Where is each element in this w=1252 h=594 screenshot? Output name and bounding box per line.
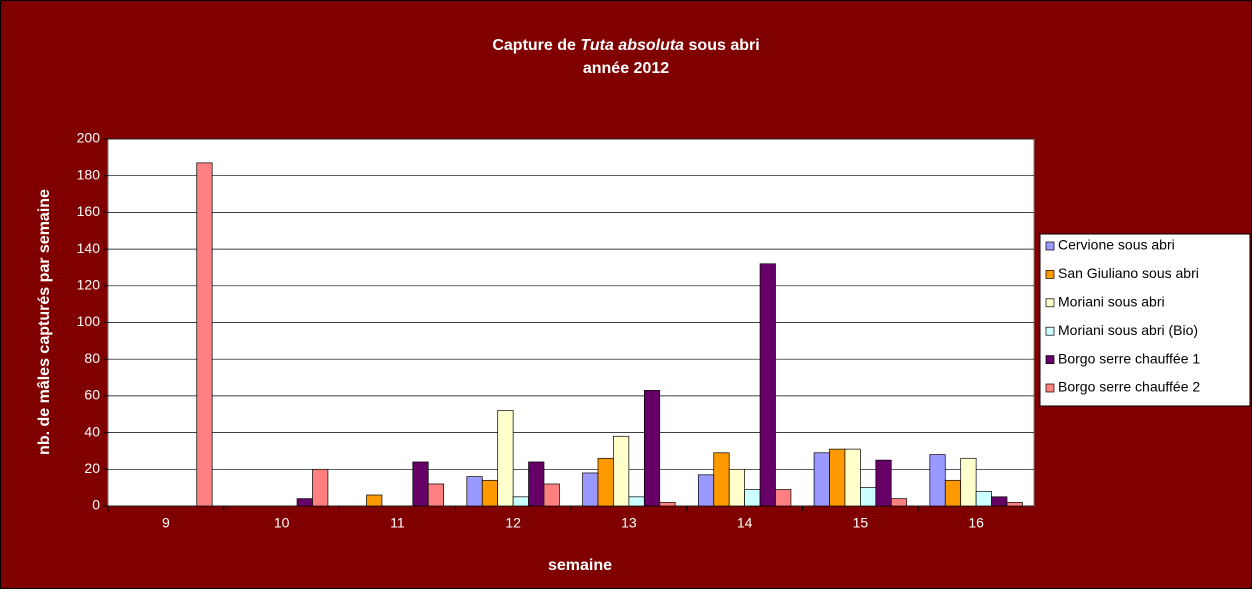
- bar: [512, 496, 529, 507]
- chart-title: Capture de Tuta absoluta sous abri: [492, 37, 759, 54]
- title-part: sous abri: [684, 37, 760, 54]
- legend-label: Cervione sous abri: [1058, 237, 1175, 253]
- bar: [366, 494, 383, 507]
- legend-swatch: [1045, 270, 1055, 279]
- legend-swatch: [1045, 298, 1055, 308]
- bar: [744, 489, 761, 507]
- x-tick-label: 11: [390, 515, 405, 531]
- bar: [759, 263, 776, 507]
- chart-subtitle: année 2012: [583, 60, 669, 77]
- legend-label: San Giuliano sous abri: [1058, 265, 1199, 281]
- bar: [296, 498, 313, 507]
- y-tick-label: 160: [77, 203, 101, 219]
- bar: [582, 472, 599, 507]
- bar: [813, 452, 830, 507]
- x-tick-label: 13: [621, 515, 637, 531]
- y-tick-label: 0: [92, 497, 100, 513]
- bar: [713, 452, 730, 507]
- bar: [944, 479, 962, 507]
- bar: [481, 479, 499, 507]
- y-axis-label: nb. de mâles capturés par semaine: [36, 189, 53, 455]
- bar: [412, 461, 429, 507]
- title-part: Tuta absoluta: [580, 37, 684, 54]
- bar: [860, 487, 877, 507]
- x-tick-label: 14: [737, 515, 753, 531]
- legend-swatch: [1045, 355, 1055, 364]
- bar: [613, 435, 630, 507]
- x-tick-label: 15: [853, 515, 869, 531]
- y-tick-label: 140: [77, 240, 101, 256]
- bar: [427, 483, 445, 507]
- bar: [728, 468, 745, 507]
- y-tick-label: 200: [77, 130, 101, 146]
- legend-label: Borgo serre chauffée 2: [1058, 379, 1200, 395]
- legend-swatch: [1045, 383, 1055, 393]
- bar: [528, 461, 545, 507]
- bar: [975, 490, 992, 507]
- x-axis-label: semaine: [548, 557, 612, 574]
- x-tick-label: 16: [968, 515, 984, 531]
- legend-swatch: [1045, 326, 1055, 336]
- bar: [543, 483, 560, 507]
- bar: [775, 489, 792, 507]
- bar: [659, 501, 676, 507]
- bar: [991, 496, 1008, 507]
- bar: [196, 162, 213, 507]
- legend-swatch: [1045, 241, 1055, 251]
- bar: [643, 390, 661, 507]
- bar: [929, 454, 946, 507]
- y-tick-label: 40: [84, 423, 100, 439]
- legend: [1039, 233, 1251, 407]
- y-tick-label: 180: [77, 166, 101, 182]
- y-tick-label: 60: [84, 387, 100, 403]
- y-tick-label: 20: [84, 460, 100, 476]
- y-tick-label: 80: [84, 350, 100, 366]
- y-tick-label: 100: [77, 313, 101, 329]
- x-tick-label: 12: [505, 515, 521, 531]
- bar: [875, 459, 892, 507]
- bar: [844, 448, 861, 507]
- x-tick-label: 10: [274, 515, 290, 531]
- bar: [1006, 501, 1023, 507]
- bar: [312, 468, 329, 507]
- x-tick-label: 9: [162, 515, 170, 531]
- legend-label: Borgo serre chauffée 1: [1058, 350, 1200, 366]
- bar: [466, 476, 483, 507]
- bar: [497, 410, 514, 507]
- bar: [890, 498, 908, 507]
- legend-label: Moriani sous abri (Bio): [1058, 322, 1198, 338]
- y-tick-label: 120: [77, 277, 101, 293]
- bar: [628, 496, 645, 507]
- bar: [960, 457, 977, 507]
- bar: [829, 448, 846, 507]
- bar: [697, 474, 715, 507]
- legend-label: Moriani sous abri: [1058, 294, 1165, 310]
- title-part: Capture de: [492, 37, 580, 54]
- bar: [597, 457, 614, 507]
